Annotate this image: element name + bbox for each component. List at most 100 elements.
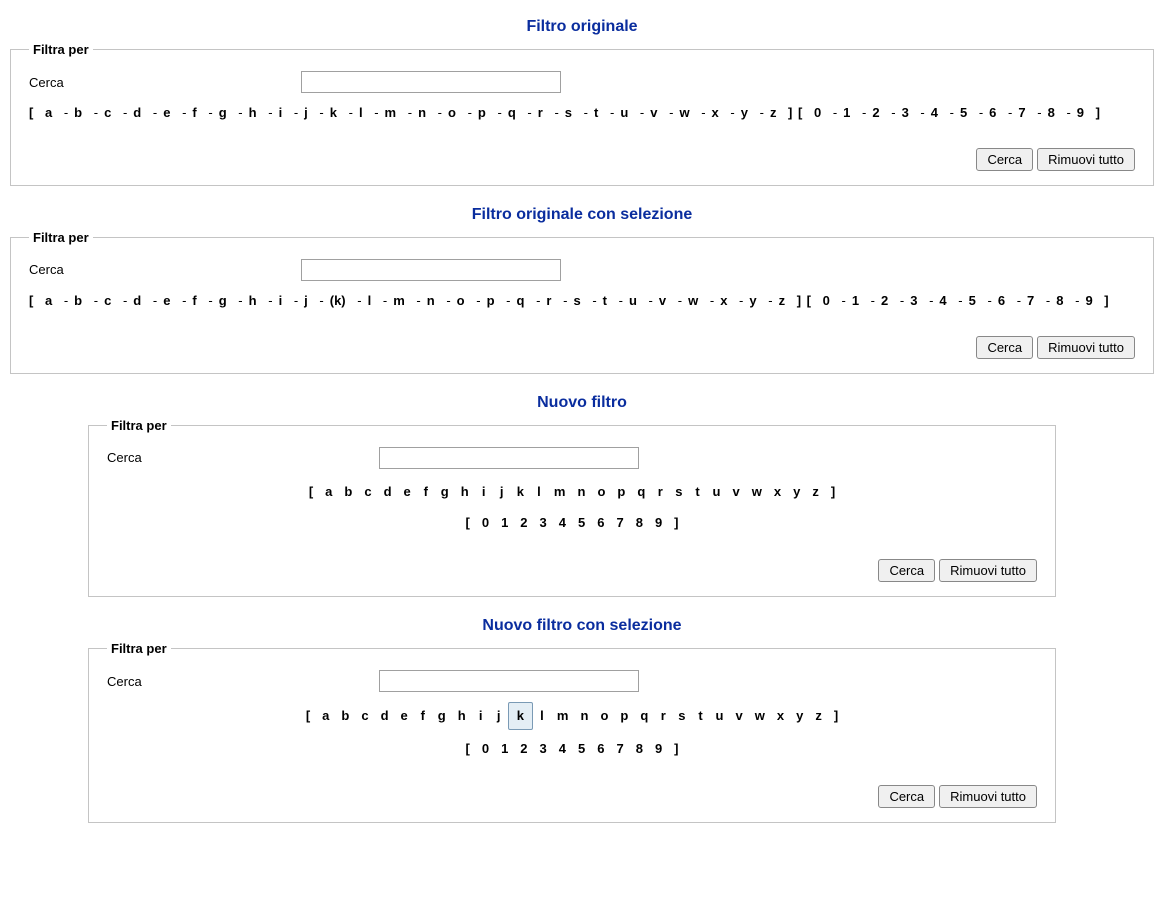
alpha-link-a[interactable]: a: [319, 479, 338, 504]
alpha-link-w[interactable]: w: [673, 105, 695, 120]
alpha-link-q[interactable]: q: [511, 293, 531, 308]
alpha-link-h[interactable]: h: [455, 479, 475, 504]
alpha-link-b[interactable]: b: [335, 703, 355, 728]
alpha-link-q[interactable]: q: [502, 105, 522, 120]
alpha-link-f[interactable]: f: [414, 703, 432, 728]
alpha-link-s[interactable]: s: [559, 105, 578, 120]
alpha-link-z[interactable]: z: [806, 479, 825, 504]
alpha-link-d[interactable]: d: [378, 479, 398, 504]
alpha-link-f[interactable]: f: [417, 479, 435, 504]
alpha-link-k[interactable]: (k): [324, 293, 352, 308]
alpha-link-1[interactable]: 1: [495, 510, 514, 535]
alpha-link-i[interactable]: i: [475, 479, 493, 504]
alpha-link-5[interactable]: 5: [572, 510, 591, 535]
alpha-link-v[interactable]: v: [653, 293, 672, 308]
alpha-link-r[interactable]: r: [540, 293, 557, 308]
alpha-link-6[interactable]: 6: [992, 293, 1011, 308]
alpha-link-u[interactable]: u: [710, 703, 730, 728]
alpha-link-6[interactable]: 6: [591, 736, 610, 761]
alpha-link-t[interactable]: t: [692, 703, 710, 728]
alpha-link-o[interactable]: o: [591, 479, 611, 504]
alpha-link-8[interactable]: 8: [630, 736, 649, 761]
alpha-link-p[interactable]: p: [611, 479, 631, 504]
alpha-link-v[interactable]: v: [726, 479, 745, 504]
alpha-link-y[interactable]: y: [743, 293, 762, 308]
search-input[interactable]: [379, 447, 639, 469]
alpha-link-g[interactable]: g: [213, 105, 233, 120]
alpha-link-y[interactable]: y: [790, 703, 809, 728]
alpha-link-1[interactable]: 1: [846, 293, 865, 308]
alpha-link-3[interactable]: 3: [904, 293, 923, 308]
alpha-link-n[interactable]: n: [571, 479, 591, 504]
alpha-link-7[interactable]: 7: [610, 736, 629, 761]
alpha-link-9[interactable]: 9: [649, 510, 668, 535]
remove-all-button[interactable]: Rimuovi tutto: [939, 559, 1037, 582]
remove-all-button[interactable]: Rimuovi tutto: [1037, 148, 1135, 171]
alpha-link-l[interactable]: l: [530, 479, 548, 504]
alpha-link-5[interactable]: 5: [963, 293, 982, 308]
alpha-link-j[interactable]: j: [298, 105, 314, 120]
alpha-link-2[interactable]: 2: [514, 736, 533, 761]
alpha-link-0[interactable]: 0: [476, 736, 495, 761]
alpha-link-r[interactable]: r: [532, 105, 549, 120]
alpha-link-2[interactable]: 2: [514, 510, 533, 535]
alpha-link-b[interactable]: b: [68, 293, 88, 308]
alpha-link-l[interactable]: l: [362, 293, 378, 308]
alpha-link-4[interactable]: 4: [933, 293, 952, 308]
alpha-link-d[interactable]: d: [375, 703, 395, 728]
alpha-link-e[interactable]: e: [157, 105, 176, 120]
search-button[interactable]: Cerca: [976, 148, 1033, 171]
alpha-link-f[interactable]: f: [186, 293, 202, 308]
alpha-link-g[interactable]: g: [432, 703, 452, 728]
remove-all-button[interactable]: Rimuovi tutto: [939, 785, 1037, 808]
alpha-link-u[interactable]: u: [614, 105, 634, 120]
alpha-link-v[interactable]: v: [644, 105, 663, 120]
alpha-link-d[interactable]: d: [127, 293, 147, 308]
alpha-link-m[interactable]: m: [551, 703, 575, 728]
alpha-link-9[interactable]: 9: [649, 736, 668, 761]
alpha-link-4[interactable]: 4: [925, 105, 944, 120]
alpha-link-3[interactable]: 3: [534, 736, 553, 761]
alpha-link-o[interactable]: o: [594, 703, 614, 728]
alpha-link-l[interactable]: l: [353, 105, 369, 120]
alpha-link-u[interactable]: u: [623, 293, 643, 308]
alpha-link-e[interactable]: e: [398, 479, 417, 504]
alpha-link-b[interactable]: b: [338, 479, 358, 504]
alpha-link-8[interactable]: 8: [630, 510, 649, 535]
alpha-link-y[interactable]: y: [735, 105, 754, 120]
alpha-link-r[interactable]: r: [651, 479, 669, 504]
remove-all-button[interactable]: Rimuovi tutto: [1037, 336, 1135, 359]
alpha-link-i[interactable]: i: [472, 703, 490, 728]
alpha-link-j[interactable]: j: [493, 479, 511, 504]
search-input[interactable]: [301, 259, 561, 281]
alpha-link-q[interactable]: q: [631, 479, 651, 504]
alpha-link-c[interactable]: c: [358, 479, 377, 504]
alpha-link-2[interactable]: 2: [875, 293, 894, 308]
alpha-link-m[interactable]: m: [379, 105, 403, 120]
alpha-link-3[interactable]: 3: [896, 105, 915, 120]
alpha-link-6[interactable]: 6: [591, 510, 610, 535]
alpha-link-k[interactable]: k: [511, 479, 530, 504]
alpha-link-h[interactable]: h: [243, 105, 263, 120]
alpha-link-m[interactable]: m: [387, 293, 411, 308]
search-input[interactable]: [301, 71, 561, 93]
alpha-link-w[interactable]: w: [682, 293, 704, 308]
alpha-link-o[interactable]: o: [451, 293, 471, 308]
alpha-link-6[interactable]: 6: [983, 105, 1002, 120]
alpha-link-0[interactable]: 0: [817, 293, 836, 308]
alpha-link-0[interactable]: 0: [808, 105, 827, 120]
alpha-link-7[interactable]: 7: [1021, 293, 1040, 308]
alpha-link-j[interactable]: j: [298, 293, 314, 308]
alpha-link-5[interactable]: 5: [572, 736, 591, 761]
alpha-link-a[interactable]: a: [316, 703, 335, 728]
search-button[interactable]: Cerca: [976, 336, 1033, 359]
alpha-link-8[interactable]: 8: [1042, 105, 1061, 120]
alpha-link-m[interactable]: m: [548, 479, 572, 504]
alpha-link-p[interactable]: p: [472, 105, 492, 120]
alpha-link-1[interactable]: 1: [495, 736, 514, 761]
alpha-link-1[interactable]: 1: [837, 105, 856, 120]
alpha-link-x[interactable]: x: [706, 105, 725, 120]
alpha-link-i[interactable]: i: [273, 293, 289, 308]
alpha-link-0[interactable]: 0: [476, 510, 495, 535]
alpha-link-s[interactable]: s: [669, 479, 688, 504]
